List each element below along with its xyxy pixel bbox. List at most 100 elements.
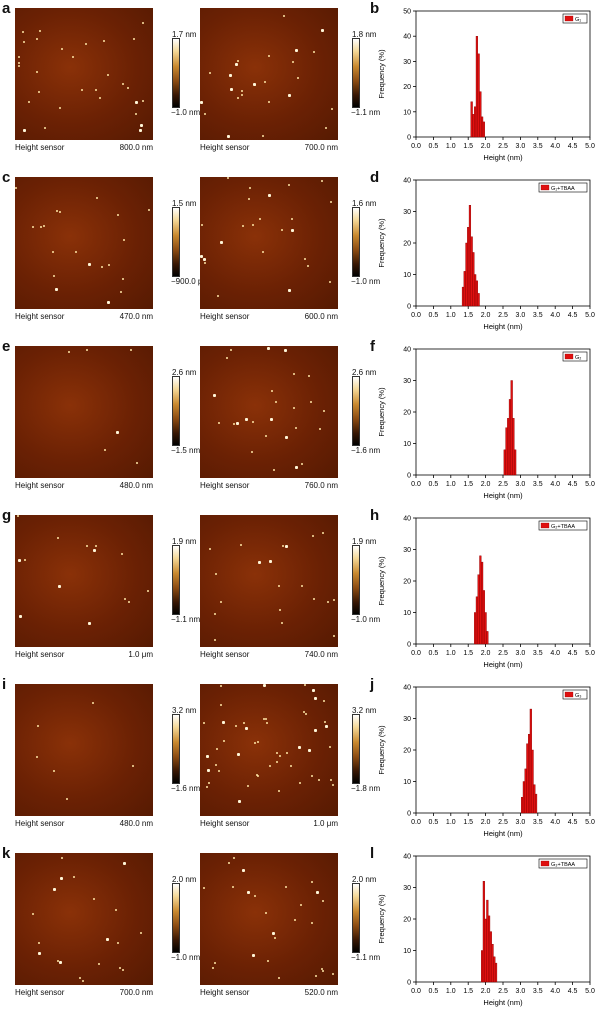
afm-particle — [247, 891, 250, 894]
afm-particle — [294, 919, 296, 921]
histogram-bar — [484, 918, 487, 983]
legend-label: G₁ — [575, 17, 581, 23]
panel-label: e — [2, 338, 11, 355]
panel-row: e 2.6 nm −1.5 nm Height sensor 480.0 nm 2.6 n… — [0, 338, 600, 507]
height-sensor-label: Height sensor — [200, 312, 250, 321]
afm-particle — [315, 975, 317, 977]
afm-particle — [122, 969, 124, 971]
afm-particle — [233, 857, 235, 859]
afm-height-image — [15, 853, 153, 985]
legend-label: G₁+TBAA — [551, 186, 575, 192]
plot-frame — [415, 855, 591, 983]
legend-box — [562, 351, 588, 362]
afm-particle — [142, 22, 144, 24]
afm-particle — [24, 559, 26, 561]
afm-height-image — [200, 177, 338, 309]
color-scale-max: 2.0 nm — [172, 875, 197, 884]
color-scale-min: −1.6 nm — [351, 446, 381, 455]
afm-particle — [281, 229, 283, 231]
afm-particle — [323, 410, 325, 412]
panel-label: f — [370, 338, 375, 355]
afm-particle — [75, 251, 77, 253]
x-tick-label: 0.0 — [411, 988, 421, 995]
x-tick-label: 4.5 — [568, 819, 578, 826]
afm-particle — [215, 573, 217, 575]
color-scale-bar — [172, 207, 180, 277]
color-scale-min: −1.5 nm — [171, 446, 201, 455]
histogram-bar — [512, 418, 515, 476]
afm-particle — [288, 184, 290, 186]
legend-box — [562, 689, 588, 700]
y-tick-label: 40 — [403, 34, 411, 41]
y-axis-label: Frequency (%) — [377, 387, 386, 437]
afm-particle — [36, 71, 38, 73]
afm-particle — [267, 960, 269, 962]
x-tick-label: 1.0 — [446, 650, 456, 657]
afm-particle — [286, 752, 288, 754]
afm-particle — [285, 886, 287, 888]
afm-particle — [269, 765, 271, 767]
plot-frame — [415, 179, 591, 307]
afm-particle — [127, 87, 129, 89]
y-tick-label: 40 — [403, 854, 411, 861]
afm-particle — [57, 960, 59, 962]
afm-particle — [53, 770, 55, 772]
afm-particle — [32, 913, 34, 915]
afm-particle — [68, 351, 70, 353]
afm-particle — [314, 697, 317, 700]
x-tick-label: 4.5 — [568, 988, 578, 995]
x-tick-label: 3.5 — [533, 988, 543, 995]
plot-frame — [415, 348, 591, 476]
color-scale-bar — [352, 376, 360, 446]
afm-particle — [57, 537, 59, 539]
afm-particle — [271, 390, 273, 392]
color-scale-bar — [172, 545, 180, 615]
x-tick-label: 0.5 — [429, 312, 439, 319]
afm-particle — [291, 229, 294, 232]
height-sensor-label: Height sensor — [15, 312, 65, 321]
afm-particle — [262, 135, 264, 137]
histogram-bar — [488, 915, 491, 983]
afm-particle — [209, 548, 211, 550]
afm-particle — [264, 81, 266, 83]
histogram-bar — [479, 91, 482, 138]
afm-particle — [123, 239, 125, 241]
y-tick-label: 0 — [407, 135, 411, 142]
afm-particle — [243, 722, 245, 724]
x-tick-label: 5.0 — [585, 481, 595, 488]
afm-particle — [318, 779, 320, 781]
afm-particle — [147, 590, 149, 592]
afm-particle — [237, 60, 239, 62]
afm-particle — [55, 288, 58, 291]
panel-label: a — [2, 0, 11, 17]
afm-particle — [311, 881, 313, 883]
afm-particle — [311, 922, 313, 924]
afm-particle — [72, 56, 74, 58]
afm-particle — [108, 264, 110, 266]
x-tick-label: 3.0 — [516, 819, 526, 826]
afm-particle — [285, 436, 288, 439]
x-axis-label: Height (nm) — [483, 322, 523, 331]
afm-particle — [56, 210, 58, 212]
y-tick-label: 40 — [403, 178, 411, 185]
afm-particle — [120, 291, 122, 293]
y-tick-label: 40 — [403, 347, 411, 354]
afm-particle — [212, 967, 214, 969]
color-scale-min: −1.1 nm — [171, 615, 201, 624]
y-tick-label: 20 — [403, 579, 411, 586]
histogram-bar — [521, 797, 524, 814]
histogram-bar — [529, 708, 532, 814]
afm-particle — [79, 977, 81, 979]
afm-particle — [325, 127, 327, 129]
afm-particle — [313, 51, 315, 53]
panel-row: g 1.9 nm −1.1 nm Height sensor 1.0 μm 1.9 nm −… — [0, 507, 600, 676]
histogram-bar — [481, 116, 484, 138]
afm-particle — [295, 427, 297, 429]
x-tick-label: 2.5 — [498, 988, 508, 995]
afm-particle — [301, 585, 303, 587]
afm-particle — [329, 746, 331, 748]
afm-particle — [310, 401, 312, 403]
afm-particle — [101, 266, 103, 268]
histogram-bar — [474, 612, 477, 645]
afm-particle — [103, 40, 105, 42]
